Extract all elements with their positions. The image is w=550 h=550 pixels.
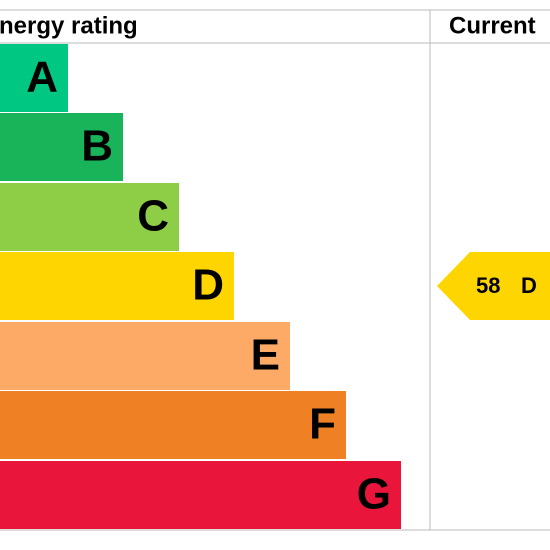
band-bar [0, 322, 290, 390]
current-score: 58 [476, 273, 500, 298]
band-bar [0, 44, 68, 112]
current-arrow [437, 252, 550, 320]
band-letter: A [26, 53, 58, 102]
band-letter: C [137, 192, 169, 241]
column-header: Current [449, 12, 536, 39]
band-bar [0, 183, 179, 251]
current-band: D [521, 273, 537, 298]
band-bar [0, 461, 401, 529]
band-bar [0, 391, 346, 459]
column-header: nergy rating [0, 12, 138, 39]
band-letter: D [192, 261, 224, 310]
band-letter: B [81, 122, 113, 171]
band-bar [0, 252, 234, 320]
band-bar [0, 113, 123, 181]
band-letter: F [309, 400, 336, 449]
band-letter: G [357, 470, 391, 519]
band-letter: E [251, 331, 280, 380]
